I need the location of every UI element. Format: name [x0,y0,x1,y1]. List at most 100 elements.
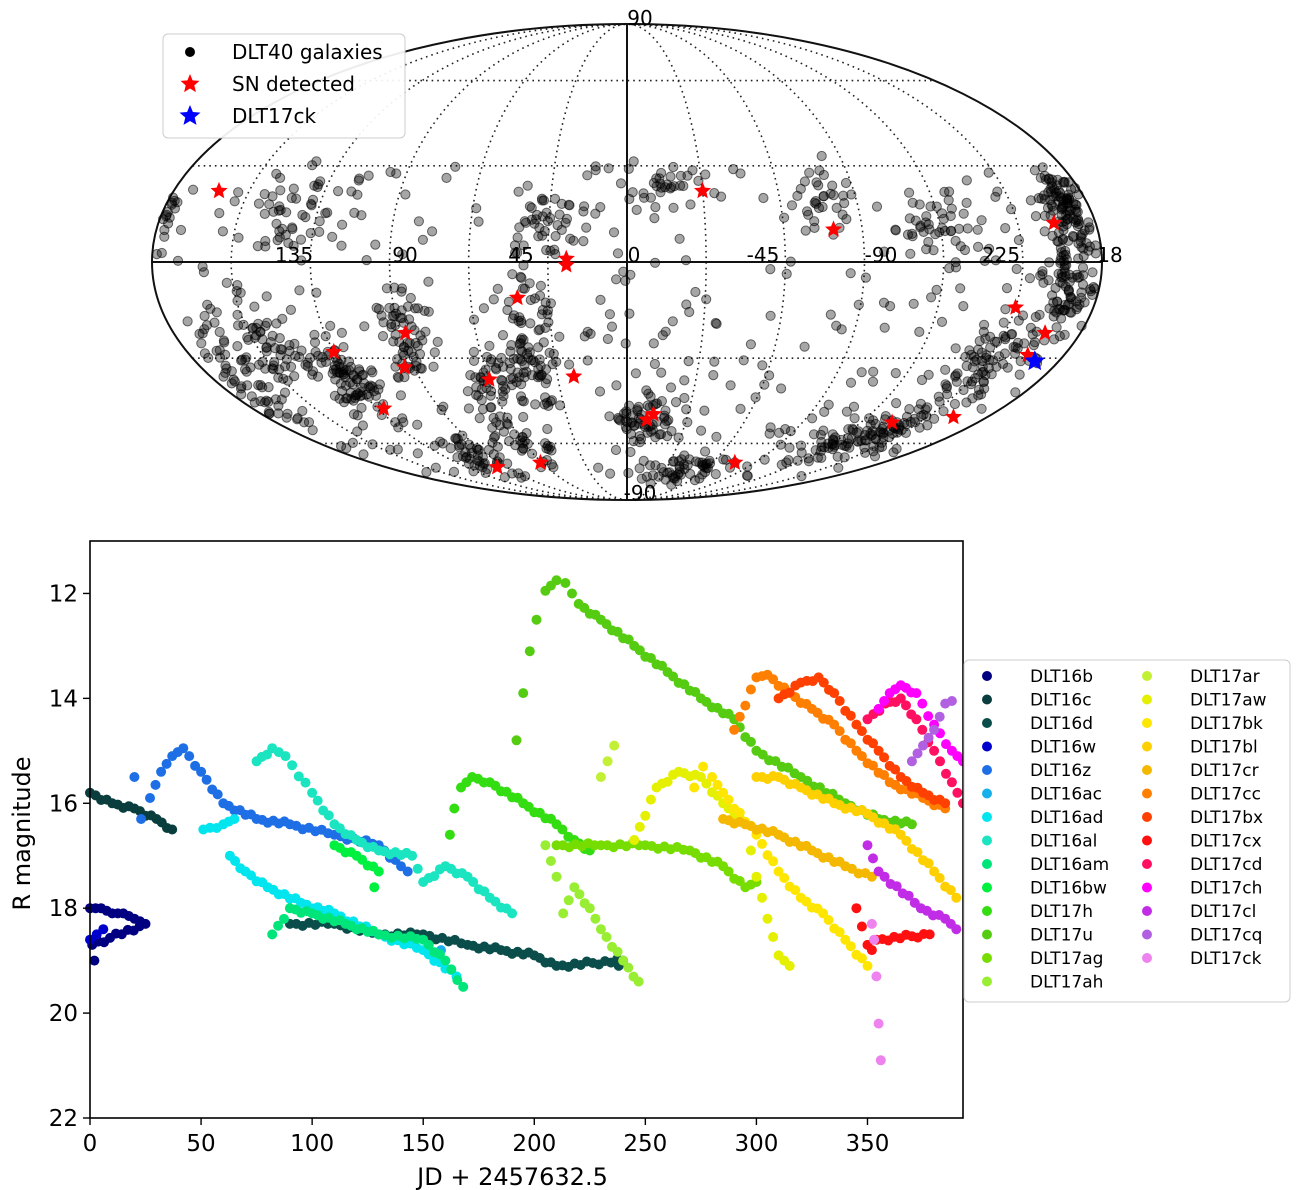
galaxy-point [253,198,265,209]
galaxy-point [610,444,622,456]
data-point [145,793,155,803]
galaxy-point [549,244,560,255]
galaxy-point [928,245,939,256]
galaxy-point [950,257,961,268]
galaxy-point [876,441,888,452]
galaxy-point [1083,245,1094,256]
galaxy-point [294,351,305,363]
galaxy-point [623,163,634,174]
galaxy-point [779,212,790,223]
galaxy-point [958,208,969,219]
galaxy-point [827,180,838,191]
data-point [906,687,917,698]
data-point [293,771,304,782]
galaxy-point [901,411,913,422]
data-point [98,924,109,935]
galaxy-point [1063,235,1074,246]
galaxy-point [813,180,824,191]
galaxy-point [665,382,677,393]
galaxy-point [984,243,995,254]
galaxy-point [818,425,829,436]
legend-marker [1142,929,1152,940]
data-point [784,687,795,698]
galaxy-point [163,218,174,229]
galaxy-point [990,255,1001,266]
galaxy-point [550,231,561,242]
galaxy-point [1059,305,1071,316]
x-tick-label: 200 [512,1131,556,1157]
galaxy-point [1057,233,1069,244]
data-point [190,760,201,771]
data-point [866,918,877,929]
galaxy-point [246,391,257,402]
series-dlt17bl [751,771,962,903]
galaxy-point [765,422,776,433]
galaxy-point [879,322,890,333]
legend-marker [982,694,992,705]
galaxy-point [217,226,228,237]
data-point [201,774,212,785]
galaxy-point [636,473,647,484]
galaxy-point [260,235,271,247]
series-dlt17ck [1024,350,1046,371]
data-point [929,866,940,877]
galaxy-point [413,216,424,227]
galaxy-point [831,320,842,331]
x-tick-label: 50 [186,1131,215,1157]
data-point [912,782,923,793]
galaxy-point [534,222,545,234]
data-point [129,772,140,782]
data-point [574,889,585,900]
galaxy-point [647,470,659,481]
galaxy-point [914,326,925,337]
galaxy-point [765,310,776,321]
galaxy-point [353,175,364,186]
data-point [567,588,577,599]
galaxy-point [412,448,423,459]
data-point [456,938,467,949]
data-point [879,770,890,780]
galaxy-point [214,208,225,219]
x-axis-label: JD + 2457632.5 [415,1163,608,1190]
galaxy-point [261,395,272,406]
map-outline [151,23,1103,501]
legend-label: DLT16d [1030,714,1093,734]
data-point [629,835,640,845]
legend-marker [982,741,992,752]
galaxy-point [409,365,420,376]
galaxy-point [471,382,482,393]
galaxy-point [513,186,524,197]
galaxy-point [682,170,693,181]
data-point [501,903,512,914]
galaxy-point [307,369,318,380]
galaxy-point [844,442,855,453]
galaxy-point [277,313,288,324]
galaxy-point [931,284,942,295]
galaxy-point [297,209,308,221]
galaxy-point [639,192,650,203]
galaxy-point [780,424,791,435]
galaxy-point [1068,198,1079,209]
galaxy-point [606,321,618,332]
galaxy-point [188,184,199,195]
data-point [873,703,884,714]
galaxy-point [462,386,473,397]
sn-star [638,410,656,427]
galaxy-point [757,360,768,371]
data-point [935,756,945,767]
galaxy-point [282,408,293,419]
data-point [952,751,963,762]
galaxy-point [465,370,476,381]
galaxy-point [679,392,690,404]
data-point [569,882,580,893]
galaxy-point [516,317,527,329]
data-point [890,824,901,835]
galaxy-point [555,400,566,411]
legend-marker [982,929,992,940]
galaxy-point [907,197,918,208]
galaxy-point [579,201,590,212]
galaxy-point [404,314,415,325]
galaxy-point [477,404,489,415]
galaxy-point [816,452,827,463]
galaxy-point [1068,231,1079,243]
